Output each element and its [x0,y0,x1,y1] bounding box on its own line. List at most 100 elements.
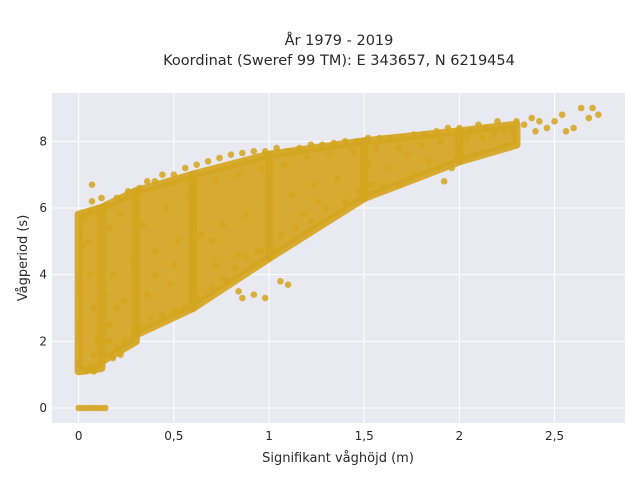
data-point [292,224,299,232]
data-point [185,191,193,198]
data-point [117,211,124,218]
data-point [258,164,265,172]
y-tick-label: 2 [39,334,47,348]
data-point [322,204,330,212]
data-point [159,171,166,178]
data-point [181,164,189,172]
data-point [303,154,311,162]
data-point [128,258,136,265]
data-point [334,174,341,182]
data-point [353,138,360,145]
data-point [277,278,284,285]
data-point [319,141,326,148]
data-point [90,351,98,358]
data-point [86,208,94,215]
data-point [273,144,280,152]
data-point [456,124,463,132]
data-point [102,291,109,298]
data-point [360,171,368,178]
x-tick-label: 1,5 [355,429,374,443]
data-point [242,211,250,218]
data-point [121,338,128,345]
data-point [208,238,216,245]
data-point [109,354,117,362]
data-point [437,138,444,145]
data-point [307,141,315,148]
data-point [383,164,391,172]
y-axis-ticks: 0 2 4 6 8 [39,134,47,415]
data-point [562,128,570,135]
data-point [482,124,490,132]
data-point [174,238,181,245]
data-point [536,118,543,125]
data-point [103,201,111,208]
data-point [84,238,92,245]
data-point [98,248,105,255]
data-point [376,134,383,142]
data-point [368,181,376,188]
data-point [551,118,558,125]
data-point [341,198,349,205]
data-point [170,261,178,268]
data-point [440,178,448,185]
data-point [501,128,509,135]
data-point [475,121,482,128]
data-point [570,124,577,132]
data-point [197,231,204,238]
data-point [220,221,227,228]
data-point [90,304,98,312]
data-point [261,294,269,302]
data-point [189,244,197,252]
chart-title-line-2: Koordinat (Sweref 99 TM): E 343657, N 62… [163,53,515,69]
data-point [102,404,109,412]
data-point [94,361,101,368]
chart-title-line-1: År 1979 - 2019 [285,32,394,49]
data-point [124,188,132,195]
data-point [250,261,258,268]
data-point [456,141,463,148]
data-point [88,198,96,205]
data-point [265,238,273,245]
data-point [284,148,292,155]
data-point [509,128,516,135]
data-point [448,164,456,172]
data-point [296,144,303,152]
data-point [105,224,113,232]
data-point [258,248,265,255]
data-point [113,344,121,352]
data-point [421,131,429,138]
data-point [79,241,86,248]
data-point [223,278,231,285]
x-axis-ticks: 0 0,5 1 1,5 2 2,5 [75,429,564,443]
data-point [410,131,417,138]
data-point [330,139,338,147]
data-point [395,144,402,152]
data-point [151,178,159,185]
data-point [425,158,433,165]
data-point [364,161,372,168]
data-point [418,141,425,148]
y-tick-label: 8 [39,134,47,148]
data-point [265,201,273,208]
data-point [136,324,143,332]
data-point [490,131,497,138]
data-point [235,251,242,258]
data-point [98,194,105,202]
data-point [284,281,292,288]
data-point [478,134,486,142]
data-point [513,118,520,125]
data-point [379,184,387,192]
data-point [280,161,288,168]
x-tick-label: 2 [456,429,464,443]
x-tick-label: 0,5 [164,429,183,443]
data-point [128,334,136,342]
data-point [159,311,166,318]
data-point [326,151,334,158]
data-point [170,308,178,315]
data-point [250,148,258,155]
data-point [467,128,475,135]
data-point [585,114,593,122]
data-point [136,184,143,192]
y-tick-label: 4 [39,268,47,282]
data-point [113,194,121,202]
